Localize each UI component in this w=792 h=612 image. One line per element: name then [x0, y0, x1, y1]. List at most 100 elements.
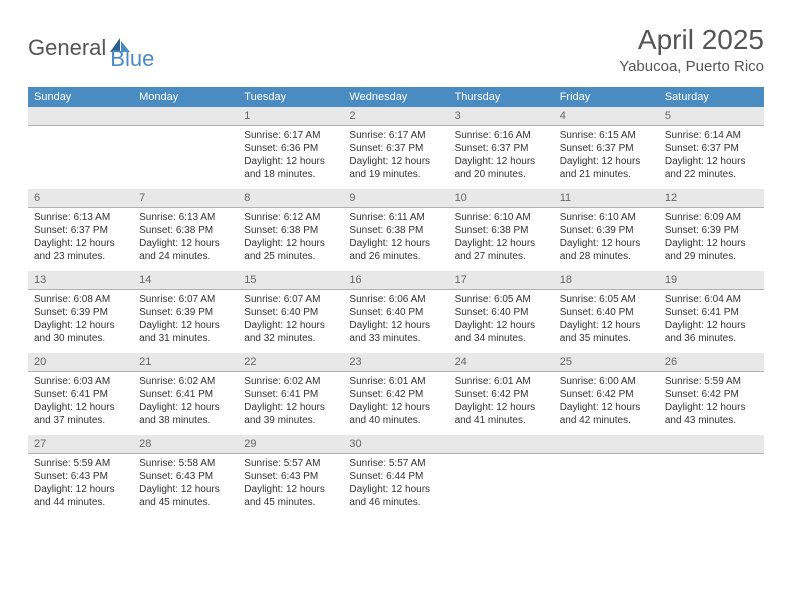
day-body: Sunrise: 5:59 AMSunset: 6:42 PMDaylight:… — [659, 372, 764, 433]
day-body: Sunrise: 6:01 AMSunset: 6:42 PMDaylight:… — [449, 372, 554, 433]
sunset-line: Sunset: 6:42 PM — [665, 388, 758, 401]
calendar-cell: 12Sunrise: 6:09 AMSunset: 6:39 PMDayligh… — [659, 189, 764, 271]
day-number — [28, 107, 133, 126]
calendar-cell: 17Sunrise: 6:05 AMSunset: 6:40 PMDayligh… — [449, 271, 554, 353]
day-number: 12 — [659, 189, 764, 208]
sunset-line: Sunset: 6:37 PM — [34, 224, 127, 237]
day-body: Sunrise: 6:17 AMSunset: 6:37 PMDaylight:… — [343, 126, 448, 187]
day-body: Sunrise: 5:57 AMSunset: 6:44 PMDaylight:… — [343, 454, 448, 515]
day-body: Sunrise: 5:59 AMSunset: 6:43 PMDaylight:… — [28, 454, 133, 515]
daylight-line: Daylight: 12 hours and 21 minutes. — [560, 155, 653, 181]
day-number: 2 — [343, 107, 448, 126]
daylight-line: Daylight: 12 hours and 29 minutes. — [665, 237, 758, 263]
day-number: 30 — [343, 435, 448, 454]
day-number: 19 — [659, 271, 764, 290]
sunrise-line: Sunrise: 6:05 AM — [455, 293, 548, 306]
sunrise-line: Sunrise: 6:07 AM — [139, 293, 232, 306]
day-number: 29 — [238, 435, 343, 454]
day-body: Sunrise: 6:09 AMSunset: 6:39 PMDaylight:… — [659, 208, 764, 269]
calendar-cell: 20Sunrise: 6:03 AMSunset: 6:41 PMDayligh… — [28, 353, 133, 435]
day-number: 21 — [133, 353, 238, 372]
day-body: Sunrise: 6:05 AMSunset: 6:40 PMDaylight:… — [554, 290, 659, 351]
day-number: 26 — [659, 353, 764, 372]
daylight-line: Daylight: 12 hours and 44 minutes. — [34, 483, 127, 509]
calendar-cell: 25Sunrise: 6:00 AMSunset: 6:42 PMDayligh… — [554, 353, 659, 435]
calendar-cell: 2Sunrise: 6:17 AMSunset: 6:37 PMDaylight… — [343, 107, 448, 189]
weekday-header: Friday — [554, 87, 659, 107]
weekday-header: Tuesday — [238, 87, 343, 107]
sunrise-line: Sunrise: 6:14 AM — [665, 129, 758, 142]
sunrise-line: Sunrise: 6:13 AM — [139, 211, 232, 224]
calendar-cell: 6Sunrise: 6:13 AMSunset: 6:37 PMDaylight… — [28, 189, 133, 271]
calendar-cell — [449, 435, 554, 517]
daylight-line: Daylight: 12 hours and 27 minutes. — [455, 237, 548, 263]
sunrise-line: Sunrise: 6:03 AM — [34, 375, 127, 388]
day-number: 25 — [554, 353, 659, 372]
calendar-cell — [554, 435, 659, 517]
day-body: Sunrise: 6:16 AMSunset: 6:37 PMDaylight:… — [449, 126, 554, 187]
day-number: 3 — [449, 107, 554, 126]
calendar-cell: 19Sunrise: 6:04 AMSunset: 6:41 PMDayligh… — [659, 271, 764, 353]
day-number: 23 — [343, 353, 448, 372]
day-number — [133, 107, 238, 126]
day-number: 8 — [238, 189, 343, 208]
day-body: Sunrise: 6:07 AMSunset: 6:40 PMDaylight:… — [238, 290, 343, 351]
sunset-line: Sunset: 6:42 PM — [560, 388, 653, 401]
day-body: Sunrise: 6:03 AMSunset: 6:41 PMDaylight:… — [28, 372, 133, 433]
location: Yabucoa, Puerto Rico — [619, 58, 764, 75]
calendar-grid: SundayMondayTuesdayWednesdayThursdayFrid… — [28, 87, 764, 517]
sunset-line: Sunset: 6:38 PM — [349, 224, 442, 237]
sunrise-line: Sunrise: 6:10 AM — [560, 211, 653, 224]
daylight-line: Daylight: 12 hours and 37 minutes. — [34, 401, 127, 427]
daylight-line: Daylight: 12 hours and 45 minutes. — [139, 483, 232, 509]
day-body: Sunrise: 6:12 AMSunset: 6:38 PMDaylight:… — [238, 208, 343, 269]
day-body: Sunrise: 6:06 AMSunset: 6:40 PMDaylight:… — [343, 290, 448, 351]
daylight-line: Daylight: 12 hours and 26 minutes. — [349, 237, 442, 263]
sunrise-line: Sunrise: 6:13 AM — [34, 211, 127, 224]
calendar-cell: 22Sunrise: 6:02 AMSunset: 6:41 PMDayligh… — [238, 353, 343, 435]
day-body: Sunrise: 6:13 AMSunset: 6:37 PMDaylight:… — [28, 208, 133, 269]
sunrise-line: Sunrise: 6:05 AM — [560, 293, 653, 306]
calendar-cell: 1Sunrise: 6:17 AMSunset: 6:36 PMDaylight… — [238, 107, 343, 189]
calendar-cell: 27Sunrise: 5:59 AMSunset: 6:43 PMDayligh… — [28, 435, 133, 517]
day-number: 24 — [449, 353, 554, 372]
sunset-line: Sunset: 6:43 PM — [244, 470, 337, 483]
title-block: April 2025 Yabucoa, Puerto Rico — [619, 24, 764, 75]
sunset-line: Sunset: 6:43 PM — [139, 470, 232, 483]
day-body: Sunrise: 6:02 AMSunset: 6:41 PMDaylight:… — [133, 372, 238, 433]
calendar-cell: 14Sunrise: 6:07 AMSunset: 6:39 PMDayligh… — [133, 271, 238, 353]
sunset-line: Sunset: 6:37 PM — [455, 142, 548, 155]
sunrise-line: Sunrise: 6:02 AM — [139, 375, 232, 388]
sunrise-line: Sunrise: 5:59 AM — [665, 375, 758, 388]
sunset-line: Sunset: 6:39 PM — [139, 306, 232, 319]
weekday-header: Sunday — [28, 87, 133, 107]
daylight-line: Daylight: 12 hours and 45 minutes. — [244, 483, 337, 509]
calendar-cell: 24Sunrise: 6:01 AMSunset: 6:42 PMDayligh… — [449, 353, 554, 435]
daylight-line: Daylight: 12 hours and 33 minutes. — [349, 319, 442, 345]
day-body: Sunrise: 6:04 AMSunset: 6:41 PMDaylight:… — [659, 290, 764, 351]
day-body: Sunrise: 6:14 AMSunset: 6:37 PMDaylight:… — [659, 126, 764, 187]
daylight-line: Daylight: 12 hours and 35 minutes. — [560, 319, 653, 345]
day-number — [554, 435, 659, 454]
day-body — [133, 126, 238, 186]
day-body: Sunrise: 6:13 AMSunset: 6:38 PMDaylight:… — [133, 208, 238, 269]
day-number — [449, 435, 554, 454]
daylight-line: Daylight: 12 hours and 20 minutes. — [455, 155, 548, 181]
calendar-cell: 23Sunrise: 6:01 AMSunset: 6:42 PMDayligh… — [343, 353, 448, 435]
sunset-line: Sunset: 6:40 PM — [560, 306, 653, 319]
calendar-cell: 29Sunrise: 5:57 AMSunset: 6:43 PMDayligh… — [238, 435, 343, 517]
calendar-cell: 11Sunrise: 6:10 AMSunset: 6:39 PMDayligh… — [554, 189, 659, 271]
sunrise-line: Sunrise: 6:10 AM — [455, 211, 548, 224]
day-body: Sunrise: 6:07 AMSunset: 6:39 PMDaylight:… — [133, 290, 238, 351]
day-body: Sunrise: 6:02 AMSunset: 6:41 PMDaylight:… — [238, 372, 343, 433]
day-number: 22 — [238, 353, 343, 372]
day-body: Sunrise: 6:00 AMSunset: 6:42 PMDaylight:… — [554, 372, 659, 433]
daylight-line: Daylight: 12 hours and 24 minutes. — [139, 237, 232, 263]
sunrise-line: Sunrise: 6:06 AM — [349, 293, 442, 306]
sunrise-line: Sunrise: 6:04 AM — [665, 293, 758, 306]
day-body: Sunrise: 5:58 AMSunset: 6:43 PMDaylight:… — [133, 454, 238, 515]
sunset-line: Sunset: 6:42 PM — [455, 388, 548, 401]
calendar-cell: 8Sunrise: 6:12 AMSunset: 6:38 PMDaylight… — [238, 189, 343, 271]
sunset-line: Sunset: 6:38 PM — [139, 224, 232, 237]
daylight-line: Daylight: 12 hours and 31 minutes. — [139, 319, 232, 345]
